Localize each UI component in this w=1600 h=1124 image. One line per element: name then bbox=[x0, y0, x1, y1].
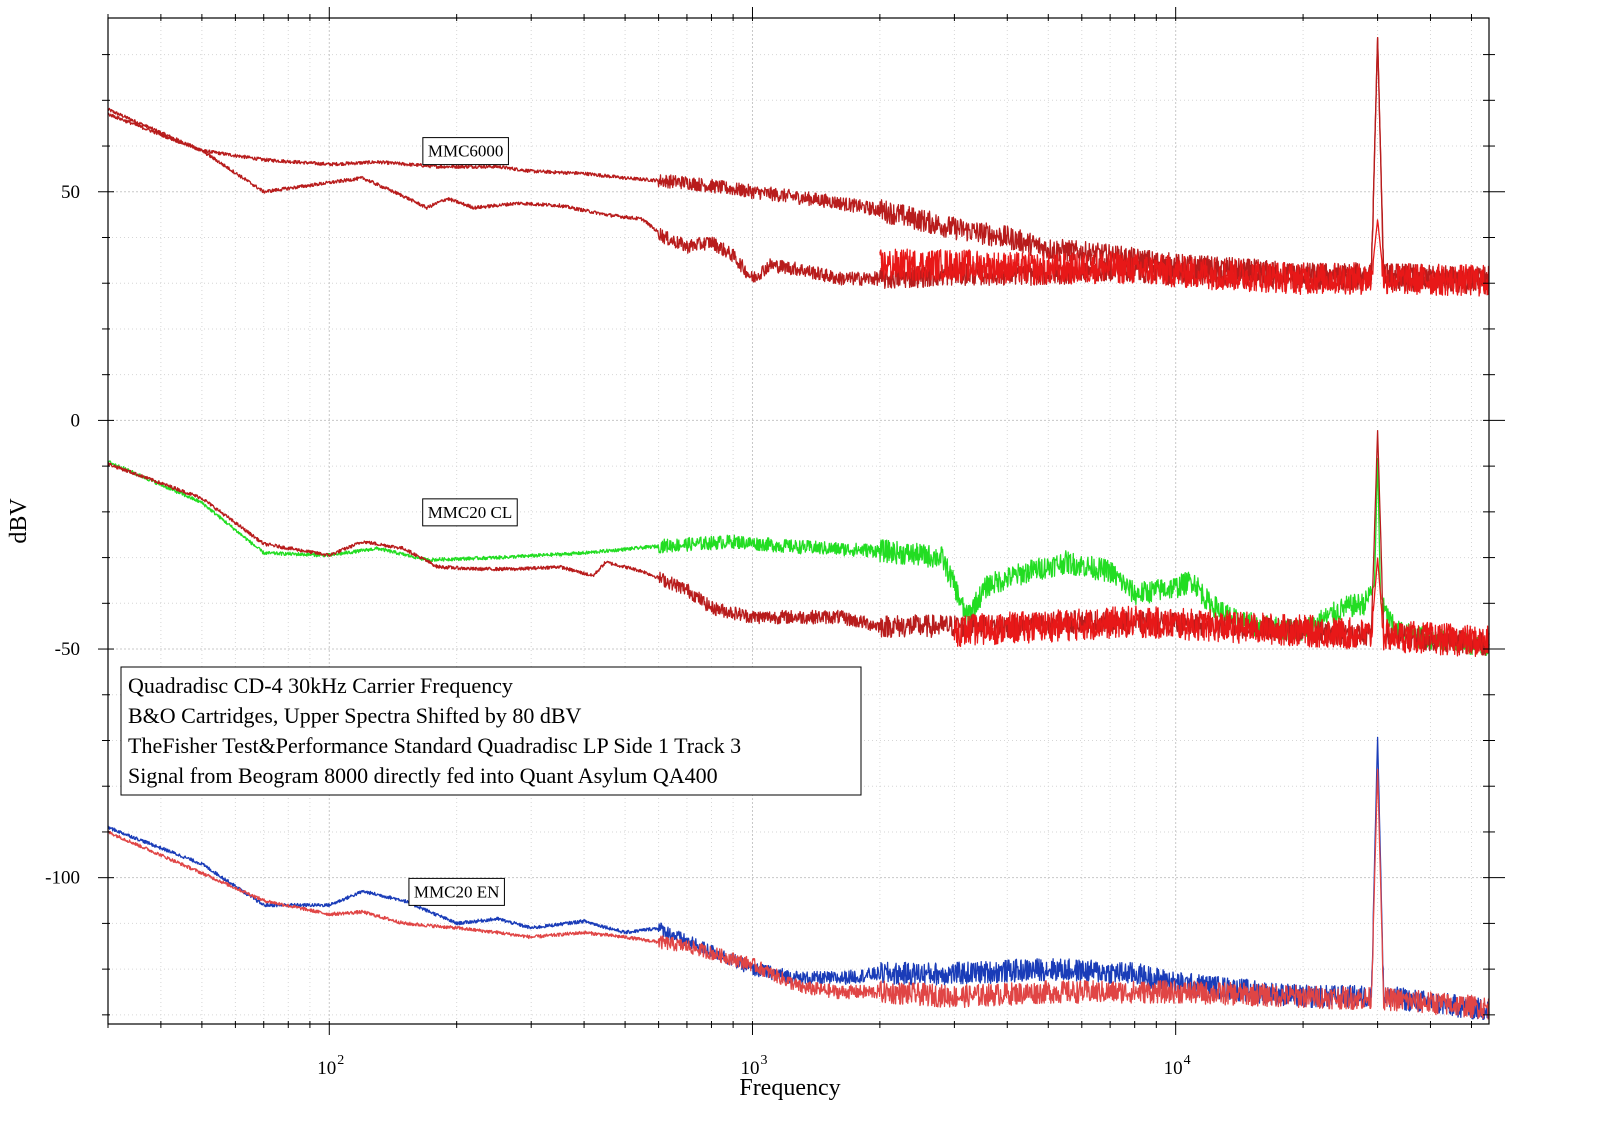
series-annotation: MMC20 CL bbox=[422, 498, 518, 527]
series-annotation-label: MMC20 EN bbox=[414, 882, 499, 901]
series-line-4 bbox=[107, 457, 1490, 657]
info-line-1: Quadradisc CD-4 30kHz Carrier Frequency bbox=[128, 673, 513, 698]
series-annotation-box bbox=[408, 877, 505, 906]
x-tick-label: 10 bbox=[317, 1058, 336, 1079]
x-tick-label: 10 bbox=[740, 1058, 759, 1079]
x-tick-label-exponent: 4 bbox=[1184, 1053, 1191, 1068]
series-annotation: MMC20 EN bbox=[408, 877, 505, 906]
series-annotations: MMC6000 MMC20 CL MMC20 EN bbox=[408, 137, 518, 906]
plot-frame bbox=[107, 17, 1490, 1025]
series-line-2 bbox=[107, 37, 1490, 295]
axes bbox=[107, 17, 1490, 1025]
series-line-3 bbox=[879, 219, 1490, 297]
info-box: Quadradisc CD-4 30kHz Carrier Frequency … bbox=[120, 666, 862, 796]
info-line-4: Signal from Beogram 8000 directly fed in… bbox=[128, 763, 718, 788]
info-box-frame bbox=[120, 666, 862, 796]
series-line-8 bbox=[107, 768, 1490, 1020]
y-tick-label: 50 bbox=[61, 182, 80, 203]
x-tick-label: 10 bbox=[1164, 1058, 1183, 1079]
x-tick-label-exponent: 2 bbox=[337, 1053, 344, 1068]
series-annotation-box bbox=[422, 137, 509, 166]
axis-ticks bbox=[98, 7, 1505, 1035]
series-annotation-box bbox=[422, 498, 518, 527]
series-line-6 bbox=[953, 557, 1490, 658]
y-tick-label: -50 bbox=[55, 639, 80, 660]
series-line-1 bbox=[107, 37, 1490, 290]
series-annotation-label: MMC6000 bbox=[428, 142, 504, 161]
series-lines bbox=[107, 37, 1490, 1020]
x-tick-label-exponent: 3 bbox=[760, 1053, 767, 1068]
x-axis-title: Frequency bbox=[739, 1075, 840, 1101]
series-annotation-label: MMC20 CL bbox=[428, 503, 513, 522]
info-line-3: TheFisher Test&Performance Standard Quad… bbox=[128, 733, 741, 758]
info-line-2: B&O Cartridges, Upper Spectra Shifted by… bbox=[128, 703, 581, 728]
y-tick-label: 0 bbox=[71, 410, 81, 431]
y-tick-label: -100 bbox=[45, 868, 80, 889]
grid-lines bbox=[107, 18, 1489, 1024]
y-axis-title: dBV bbox=[6, 498, 32, 544]
series-annotation: MMC6000 bbox=[422, 137, 509, 166]
